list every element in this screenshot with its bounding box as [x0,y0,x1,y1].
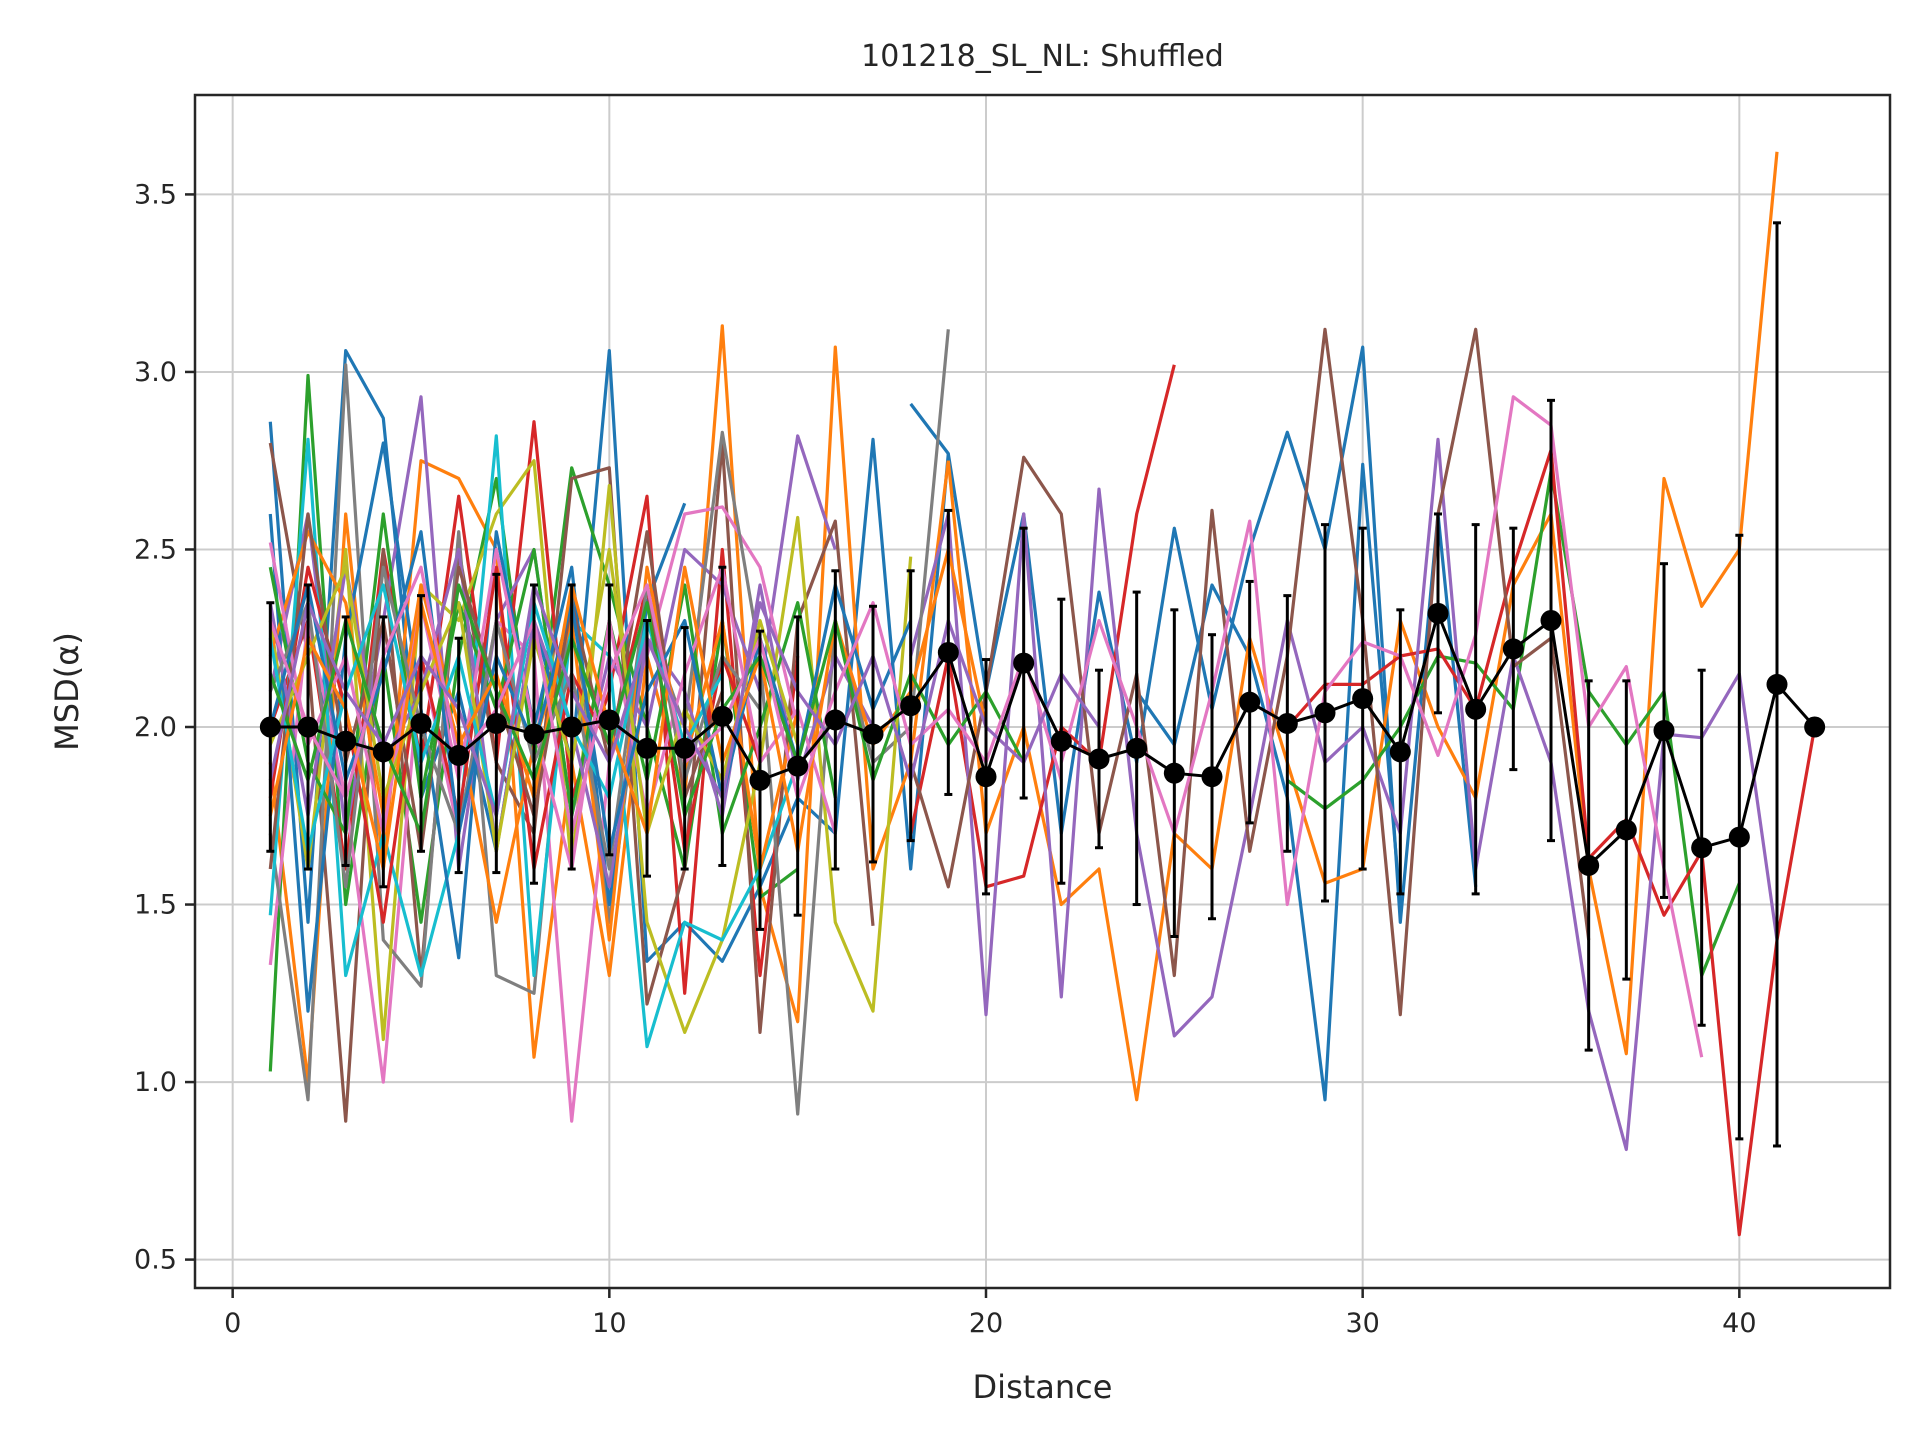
mean-point [1766,673,1788,695]
mean-point [485,712,507,734]
mean-point [636,737,658,759]
mean-point [1163,762,1185,784]
mean-point [523,723,545,745]
mean-point [1502,638,1524,660]
series-line-14 [909,327,1591,1017]
mean-point [561,716,583,738]
mean-point [598,709,620,731]
mean-point [297,716,319,738]
series-line-16 [1059,395,1704,1058]
mean-point [372,741,394,763]
mean-point [335,730,357,752]
mean-point [900,695,922,717]
mean-point [1728,826,1750,848]
series-line-9 [909,364,1176,889]
series-line-19 [268,434,800,1049]
mean-point [1352,688,1374,710]
mean-series-layer [259,221,1826,1148]
mean-point [787,755,809,777]
axis-ticks: 0 10 20 30 40 0.5 1.0 1.5 2.0 2.5 3.0 3.5 [134,179,1756,1339]
mean-point [1578,854,1600,876]
mean-point [975,766,997,788]
mean-point [749,769,771,791]
mean-point [1427,602,1449,624]
y-tick-label: 2.0 [134,712,177,743]
mean-point [1276,712,1298,734]
x-tick-label: 10 [592,1308,626,1339]
x-tick-label: 20 [969,1308,1003,1339]
plot-frame [193,93,1892,1290]
mean-point [937,641,959,663]
mean-point [824,709,846,731]
mean-point [1126,737,1148,759]
x-tick-label: 30 [1345,1308,1379,1339]
mean-point [1088,748,1110,770]
mean-point [1465,698,1487,720]
mean-point [1389,741,1411,763]
y-tick-label: 3.5 [134,179,177,210]
y-tick-label: 0.5 [134,1245,177,1276]
mean-point [1653,720,1675,742]
mean-point [259,716,281,738]
mean-point [1013,652,1035,674]
mean-point [711,705,733,727]
series-line-31 [268,547,988,871]
x-axis-label: Distance [973,1368,1113,1406]
y-tick-label: 1.0 [134,1067,177,1098]
y-tick-label: 1.5 [134,890,177,921]
y-axis-label: MSD(α) [48,632,86,751]
mean-point [1050,730,1072,752]
mean-point [1540,609,1562,631]
y-tick-label: 3.0 [134,357,177,388]
x-tick-label: 40 [1722,1308,1756,1339]
chart-title: 101218_SL_NL: Shuffled [861,39,1224,74]
series-line-12 [909,437,1779,1152]
mean-point [674,737,696,759]
mean-point [448,744,470,766]
mean-point [1201,766,1223,788]
series-line-33 [268,565,1063,836]
mean-point [1239,691,1261,713]
mean-point [410,712,432,734]
series-line-2 [909,345,1478,924]
mean-point [1314,702,1336,724]
series-line-32 [268,583,1026,836]
mean-point [1804,716,1826,738]
mean-point [862,723,884,745]
mean-point [1691,837,1713,859]
series-line-26 [268,542,837,871]
y-tick-label: 2.5 [134,534,177,565]
mean-point [1615,819,1637,841]
x-tick-label: 0 [224,1308,241,1339]
